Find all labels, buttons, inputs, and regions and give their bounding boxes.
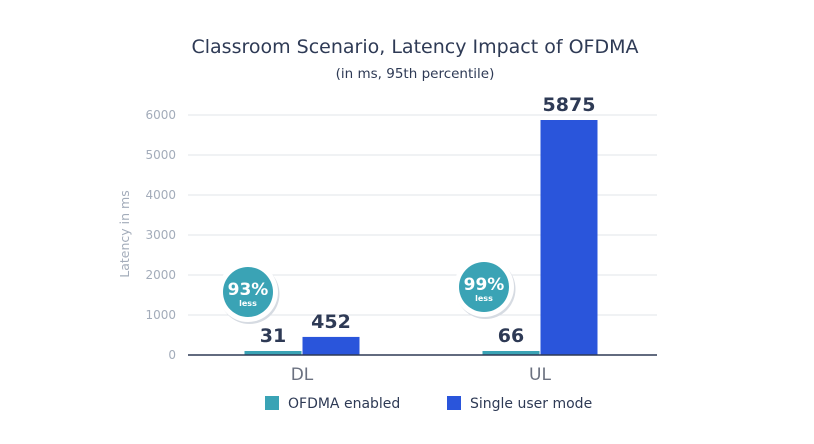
y-tick-label: 6000 — [145, 108, 176, 122]
badge-percent: 99% — [464, 275, 505, 295]
legend-swatch — [265, 396, 279, 410]
badge-circle — [223, 267, 273, 317]
y-tick-label: 2000 — [145, 268, 176, 282]
legend-item: OFDMA enabled — [265, 396, 400, 412]
y-tick-label: 0 — [168, 348, 176, 362]
legend-label: Single user mode — [470, 396, 592, 412]
data-label: 452 — [311, 311, 351, 333]
data-label: 5875 — [543, 94, 596, 116]
x-tick-labels: DL UL — [291, 365, 552, 385]
badge-less: less — [475, 294, 493, 303]
y-tick-labels: 0 1000 2000 3000 4000 5000 6000 — [145, 108, 176, 362]
y-tick-label: 1000 — [145, 308, 176, 322]
bars — [244, 120, 598, 355]
y-tick-label: 4000 — [145, 188, 176, 202]
y-tick-label: 5000 — [145, 148, 176, 162]
legend: OFDMA enabled Single user mode — [265, 396, 592, 412]
data-label: 31 — [260, 325, 286, 347]
percent-badge: 99%less — [454, 257, 516, 319]
y-axis-label: Latency in ms — [117, 190, 132, 277]
data-labels: 31 66 452 5875 — [260, 94, 596, 347]
badge-percent: 93% — [228, 280, 269, 300]
x-tick-label: DL — [291, 365, 314, 385]
badge-circle — [459, 262, 509, 312]
bar-ul-ofdma — [482, 351, 540, 355]
data-label: 66 — [498, 325, 524, 347]
bar-dl-ofdma — [244, 351, 302, 355]
legend-swatch — [447, 396, 461, 410]
y-tick-label: 3000 — [145, 228, 176, 242]
badge-less: less — [239, 299, 257, 308]
bar-dl-single-user — [302, 336, 360, 355]
legend-label: OFDMA enabled — [288, 396, 400, 412]
chart-title: Classroom Scenario, Latency Impact of OF… — [191, 36, 638, 58]
legend-item: Single user mode — [447, 396, 592, 412]
bar-ul-single-user — [540, 120, 598, 355]
x-tick-label: UL — [529, 365, 551, 385]
percent-badge: 93%less — [218, 262, 280, 324]
chart-subtitle: (in ms, 95th percentile) — [336, 66, 495, 82]
